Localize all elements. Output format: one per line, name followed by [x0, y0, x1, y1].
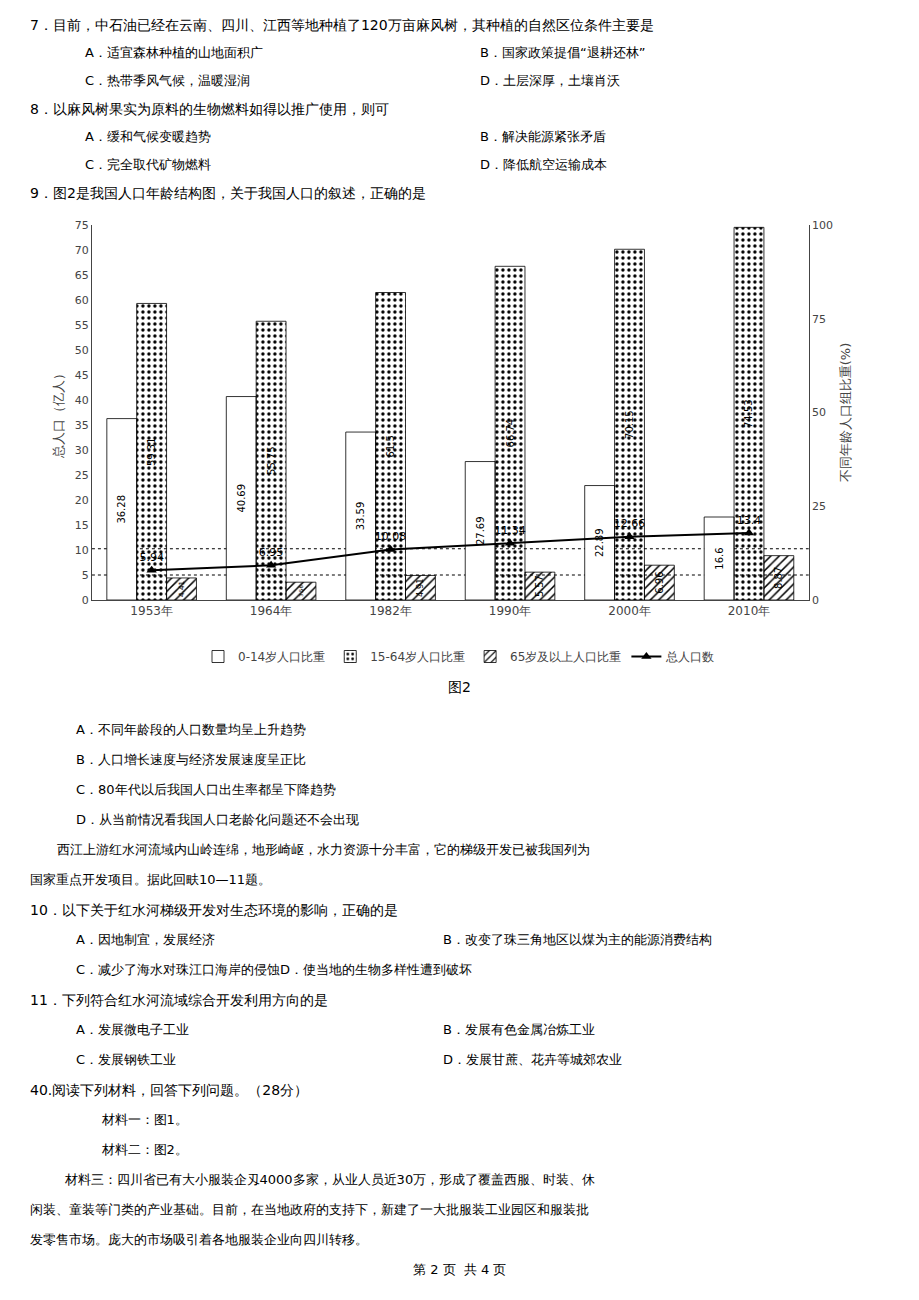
- svg-text:60: 60: [75, 294, 89, 307]
- svg-text:图2: 图2: [448, 679, 471, 695]
- svg-text:15-64岁人口比重: 15-64岁人口比重: [370, 650, 465, 664]
- svg-text:0-14岁人口比重: 0-14岁人口比重: [238, 650, 325, 664]
- svg-text:发零售市场。庞大的市场吸引着各地服装企业向四川转移。: 发零售市场。庞大的市场吸引着各地服装企业向四川转移。: [30, 1232, 368, 1247]
- svg-text:50: 50: [812, 406, 826, 419]
- svg-text:国家重点开发项目。据此回畉10—11题。: 国家重点开发项目。据此回畉10—11题。: [30, 872, 271, 887]
- svg-text:A．不同年龄段的人口数量均呈上升趋势: A．不同年龄段的人口数量均呈上升趋势: [76, 722, 306, 737]
- svg-text:25: 25: [812, 500, 826, 513]
- svg-text:59.31: 59.31: [146, 437, 157, 466]
- svg-text:C．发展钢铁工业: C．发展钢铁工业: [76, 1052, 176, 1067]
- svg-text:A．缓和气候变暖趋势: A．缓和气候变暖趋势: [85, 129, 211, 144]
- svg-text:11．下列符合红水河流域综合开发利用方向的是: 11．下列符合红水河流域综合开发利用方向的是: [30, 992, 328, 1008]
- svg-text:1953年: 1953年: [130, 604, 173, 618]
- svg-text:2000年: 2000年: [608, 604, 651, 618]
- svg-text:2010年: 2010年: [728, 604, 771, 618]
- svg-text:10: 10: [75, 544, 89, 557]
- svg-text:65岁及以上人口比重: 65岁及以上人口比重: [510, 650, 621, 664]
- svg-text:30: 30: [75, 444, 89, 457]
- svg-text:45: 45: [75, 369, 89, 382]
- svg-text:B．发展有色金属冶炼工业: B．发展有色金属冶炼工业: [443, 1022, 595, 1037]
- svg-text:11.34: 11.34: [494, 524, 526, 537]
- svg-text:13.4: 13.4: [737, 514, 762, 527]
- svg-text:75: 75: [812, 313, 826, 326]
- svg-text:0: 0: [812, 594, 819, 607]
- svg-text:A．适宜森林种植的山地面积广: A．适宜森林种植的山地面积广: [85, 45, 263, 60]
- svg-text:总人口数: 总人口数: [665, 650, 714, 664]
- svg-text:第 2 页 共 4 页: 第 2 页 共 4 页: [413, 1262, 506, 1277]
- svg-text:6.95: 6.95: [259, 546, 284, 559]
- svg-text:闲装、童装等门类的产业基础。目前，在当地政府的支持下，新建了: 闲装、童装等门类的产业基础。目前，在当地政府的支持下，新建了一大批服装工业园区和…: [30, 1202, 589, 1217]
- svg-text:材料三：四川省已有大小服装企刄4000多家，从业人员近30万: 材料三：四川省已有大小服装企刄4000多家，从业人员近30万，形成了覆盖西服、时…: [48, 1172, 595, 1187]
- svg-text:36.28: 36.28: [116, 495, 127, 524]
- svg-text:4.41: 4.41: [177, 581, 186, 597]
- svg-text:3.56: 3.56: [298, 585, 304, 597]
- svg-text:4.91: 4.91: [415, 578, 425, 597]
- svg-text:25: 25: [75, 469, 89, 482]
- svg-text:B．国家政策提倡“退耕还林”: B．国家政策提倡“退耕还林”: [480, 45, 645, 60]
- svg-text:8．以麻风树果实为原料的生物燃料如得以推广使用，则可: 8．以麻风树果实为原料的生物燃料如得以推广使用，则可: [30, 101, 389, 117]
- svg-text:75: 75: [75, 219, 89, 232]
- svg-text:40: 40: [75, 394, 89, 407]
- svg-text:总人口（亿人）: 总人口（亿人）: [51, 367, 66, 459]
- svg-text:不同年龄人口组比重(%): 不同年龄人口组比重(%): [838, 343, 853, 483]
- svg-text:9．图2是我国人口年龄结构图，关于我国人口的叙述，正确的是: 9．图2是我国人口年龄结构图，关于我国人口的叙述，正确的是: [30, 185, 426, 201]
- svg-text:22.89: 22.89: [594, 528, 605, 557]
- svg-text:A．发展微电子工业: A．发展微电子工业: [76, 1022, 189, 1037]
- svg-text:27.69: 27.69: [475, 516, 486, 545]
- svg-text:7．目前，中石油已经在云南、四川、江西等地种植了120万亩麻: 7．目前，中石油已经在云南、四川、江西等地种植了120万亩麻风树，其种植的自然区…: [30, 17, 654, 33]
- svg-text:西江上游红水河流域内山岭连绵，地形崎岖，水力资源十分丰富，它: 西江上游红水河流域内山岭连绵，地形崎岖，水力资源十分丰富，它的梯级开发已被我国列…: [57, 842, 590, 857]
- svg-text:70.15: 70.15: [624, 410, 635, 439]
- svg-text:5.57: 5.57: [534, 575, 545, 597]
- svg-text:D．降低航空运输成本: D．降低航空运输成本: [480, 157, 607, 172]
- svg-text:55: 55: [75, 319, 89, 332]
- svg-text:材料一：图1。: 材料一：图1。: [85, 1112, 188, 1127]
- svg-text:C．完全取代矿物燃料: C．完全取代矿物燃料: [85, 157, 211, 172]
- svg-text:40.阅读下列材料，回答下列问题。（28分）: 40.阅读下列材料，回答下列问题。（28分）: [30, 1082, 308, 1098]
- svg-text:0: 0: [82, 594, 89, 607]
- svg-text:8.87: 8.87: [773, 567, 784, 589]
- svg-text:D．土层深厚，土壤肖沃: D．土层深厚，土壤肖沃: [480, 73, 620, 88]
- svg-text:6.96: 6.96: [654, 571, 665, 593]
- svg-text:50: 50: [75, 344, 89, 357]
- svg-text:55.75: 55.75: [266, 446, 277, 475]
- svg-text:66.74: 66.74: [505, 419, 516, 448]
- svg-text:74.53: 74.53: [743, 399, 754, 428]
- svg-text:16.6: 16.6: [714, 547, 725, 569]
- svg-text:20: 20: [75, 494, 89, 507]
- svg-text:B．解决能源紧张矛盾: B．解决能源紧张矛盾: [480, 129, 606, 144]
- svg-text:12.66: 12.66: [614, 517, 646, 530]
- svg-text:D．发展甘蔗、花卉等城郊农业: D．发展甘蔗、花卉等城郊农业: [443, 1052, 622, 1067]
- svg-text:C．80年代以后我国人口出生率都呈下降趋势: C．80年代以后我国人口出生率都呈下降趋势: [76, 782, 336, 797]
- svg-text:1982年: 1982年: [369, 604, 412, 618]
- svg-text:10．以下关于红水河梯级开发对生态环境的影响，正确的是: 10．以下关于红水河梯级开发对生态环境的影响，正确的是: [30, 902, 398, 918]
- svg-text:61.5: 61.5: [385, 435, 396, 457]
- svg-text:33.59: 33.59: [355, 502, 366, 531]
- svg-text:材料二：图2。: 材料二：图2。: [85, 1142, 188, 1157]
- svg-text:15: 15: [75, 519, 89, 532]
- svg-text:100: 100: [812, 219, 833, 232]
- svg-text:40.69: 40.69: [236, 484, 247, 513]
- svg-text:C．减少了海水对珠江口海岸的侵蚀D．使当地的生物多样性遭到破: C．减少了海水对珠江口海岸的侵蚀D．使当地的生物多样性遭到破坏: [76, 962, 472, 977]
- svg-text:10.08: 10.08: [375, 530, 407, 543]
- svg-text:5.94: 5.94: [139, 551, 164, 564]
- svg-text:35: 35: [75, 419, 89, 432]
- svg-text:B．改变了珠三角地区以煤为主的能源消费结构: B．改变了珠三角地区以煤为主的能源消费结构: [443, 932, 712, 947]
- svg-text:1964年: 1964年: [250, 604, 293, 618]
- svg-text:A．因地制宜，发展经济: A．因地制宜，发展经济: [76, 932, 215, 947]
- svg-text:C．热带季风气候，温暖湿润: C．热带季风气候，温暖湿润: [85, 73, 250, 88]
- svg-text:1990年: 1990年: [489, 604, 532, 618]
- svg-text:D．从当前情况看我国人口老龄化问题还不会出现: D．从当前情况看我国人口老龄化问题还不会出现: [76, 812, 359, 827]
- svg-text:70: 70: [75, 244, 89, 257]
- svg-text:5: 5: [82, 569, 89, 582]
- svg-text:B．人口增长速度与经济发展速度呈正比: B．人口增长速度与经济发展速度呈正比: [76, 752, 306, 767]
- svg-text:65: 65: [75, 269, 89, 282]
